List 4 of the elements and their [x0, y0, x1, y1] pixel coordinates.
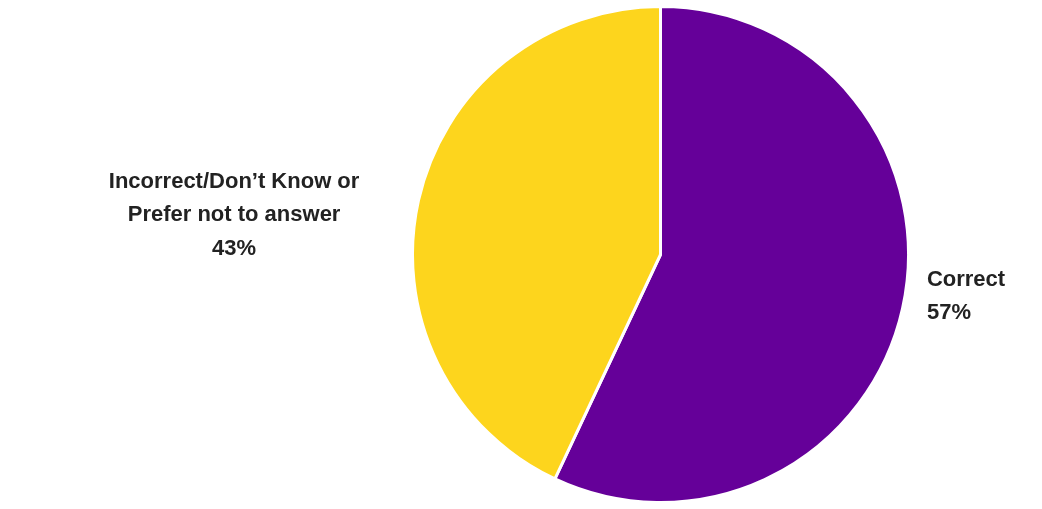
- data-label: 57%: [926, 299, 971, 325]
- slice-label: Incorrect/Don’t Know or Prefer not to answer: [108, 167, 360, 227]
- slice-label: Correct: [926, 265, 1006, 291]
- data-label: 43%: [212, 235, 257, 261]
